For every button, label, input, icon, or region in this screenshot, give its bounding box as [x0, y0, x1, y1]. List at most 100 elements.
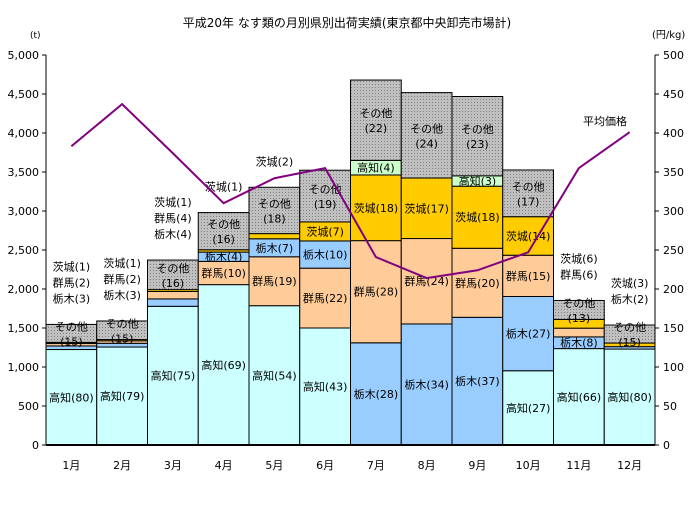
y2-tick-label: 450	[663, 88, 684, 101]
data-label: 茨城(18)	[455, 210, 500, 224]
data-label: 栃木(10)	[303, 248, 348, 262]
data-label: (15)	[60, 335, 83, 348]
bar-segment	[299, 240, 351, 269]
bar-segment	[502, 254, 554, 297]
x-tick-label: 10月	[516, 459, 541, 472]
bar-segment	[502, 169, 554, 218]
data-label: 高知(79)	[100, 389, 145, 403]
bar-segment	[248, 186, 301, 235]
bar-segment	[553, 327, 605, 338]
x-tick-label: 6月	[316, 459, 334, 472]
bar-segment	[451, 316, 504, 446]
y-tick-label: 1,000	[8, 361, 40, 374]
data-label: その他	[613, 321, 646, 334]
bar-segment	[553, 299, 605, 320]
data-label: 茨城(6)	[560, 251, 598, 265]
bar-segment	[400, 323, 453, 446]
y2-tick-label: 200	[663, 283, 684, 296]
data-label: (16)	[162, 277, 185, 290]
data-label: 高知(75)	[151, 369, 196, 383]
data-label: 栃木(3)	[53, 291, 91, 305]
data-label: 栃木(7)	[256, 241, 294, 255]
data-label: 群馬(10)	[201, 266, 246, 280]
data-label: その他	[309, 183, 342, 196]
y-tick-label: 2,000	[8, 283, 40, 296]
chart-title: 平成20年 なす類の月別県別出荷実績(東京都中央卸売市場計)	[183, 15, 511, 30]
y-tick-label: 3,000	[8, 205, 40, 218]
data-label: その他	[55, 320, 88, 333]
data-label: 茨城(3)	[611, 276, 649, 290]
x-tick-label: 3月	[164, 459, 182, 472]
data-label: 高知(27)	[506, 401, 551, 415]
bar-stack-7: 栃木(28) 群馬(28) 茨城(18) 高知(4) その他 (22)	[350, 79, 402, 446]
data-label: 栃木(4)	[205, 250, 243, 264]
bar-segment	[147, 290, 199, 300]
bar-segment	[299, 327, 351, 446]
data-label: 群馬(15)	[506, 269, 551, 283]
data-label: 高知(80)	[49, 390, 94, 404]
data-label: 高知(4)	[357, 161, 395, 175]
x-tick-label: 12月	[617, 459, 642, 472]
x-tick-label: 11月	[566, 459, 591, 472]
data-label: 高知(54)	[252, 368, 297, 382]
data-label: その他	[410, 122, 443, 135]
data-label: (17)	[517, 195, 540, 208]
data-label: 栃木(27)	[506, 327, 551, 341]
data-label: 茨城(1)	[53, 259, 91, 273]
data-label: (16)	[212, 233, 235, 246]
data-label: 茨城(17)	[404, 201, 449, 215]
y2-tick-label: 100	[663, 361, 684, 374]
data-label: 群馬(24)	[404, 274, 449, 288]
data-label: (23)	[466, 138, 489, 151]
data-label: 茨城(2)	[256, 154, 294, 168]
y-tick-label: 4,500	[8, 88, 40, 101]
x-tick-label: 2月	[113, 459, 131, 472]
data-label: その他	[359, 107, 392, 120]
bar-stack-9: 栃木(37) 群馬(20) 茨城(18) 高知(3) その他 (23)	[451, 95, 504, 446]
bar-stack-5: 高知(54) 群馬(19) 栃木(7) その他 (18) 茨城(2)	[248, 154, 301, 446]
data-label: 高知(43)	[303, 380, 348, 394]
y2-tick-label: 50	[663, 400, 677, 413]
data-label: (15)	[111, 332, 134, 345]
bar-stack-8: 栃木(34) 群馬(24) 茨城(17) その他 (24)	[400, 92, 453, 446]
data-label: 群馬(19)	[252, 274, 297, 288]
data-label: その他	[156, 262, 189, 275]
data-label: 栃木(34)	[404, 377, 449, 391]
x-tick-label: 4月	[215, 459, 233, 472]
bar-segment	[350, 174, 402, 242]
data-label: 群馬(22)	[303, 291, 348, 305]
data-label: 群馬(4)	[154, 211, 192, 225]
data-label: その他	[207, 218, 240, 231]
data-label: 栃木(8)	[560, 336, 598, 350]
y2-tick-label: 300	[663, 205, 684, 218]
bar-segment	[147, 259, 199, 291]
data-label: 茨城(7)	[306, 224, 344, 238]
bar-stack-3: 高知(75) その他 (16) 栃木(4) 群馬(4) 茨城(1)	[147, 195, 199, 446]
bar-stack-1: 高知(80) その他 (15) 栃木(3) 群馬(2) 茨城(1)	[45, 259, 98, 446]
data-label: (24)	[415, 137, 438, 150]
data-label: 群馬(28)	[354, 285, 399, 299]
price-line	[70, 102, 631, 280]
data-label: 群馬(20)	[455, 276, 500, 290]
data-label: (22)	[365, 122, 388, 135]
bar-segment	[248, 256, 301, 307]
bar-segment	[248, 233, 301, 240]
data-label: その他	[461, 123, 494, 136]
data-label: 茨城(1)	[154, 195, 192, 209]
bar-stack-10: 高知(27) 栃木(27) 群馬(15) 茨城(14) その他 (17)	[502, 169, 554, 446]
data-label: 群馬(6)	[560, 267, 598, 281]
data-label: 高知(66)	[557, 390, 602, 404]
data-label: 栃木(2)	[611, 292, 649, 306]
data-label: その他	[512, 180, 545, 193]
data-label: 茨城(18)	[354, 201, 399, 215]
bar-stack-12: 高知(80) その他 (15) 栃木(2) 茨城(3)	[603, 276, 656, 446]
bar-segment	[400, 92, 453, 179]
y-tick-label: 500	[18, 400, 39, 413]
bar-segment	[400, 177, 453, 240]
data-label: (19)	[314, 198, 337, 211]
bar-segment	[45, 349, 98, 446]
data-label: 栃木(28)	[354, 387, 399, 401]
data-label: 栃木(37)	[455, 374, 500, 388]
bar-segment	[502, 295, 554, 372]
